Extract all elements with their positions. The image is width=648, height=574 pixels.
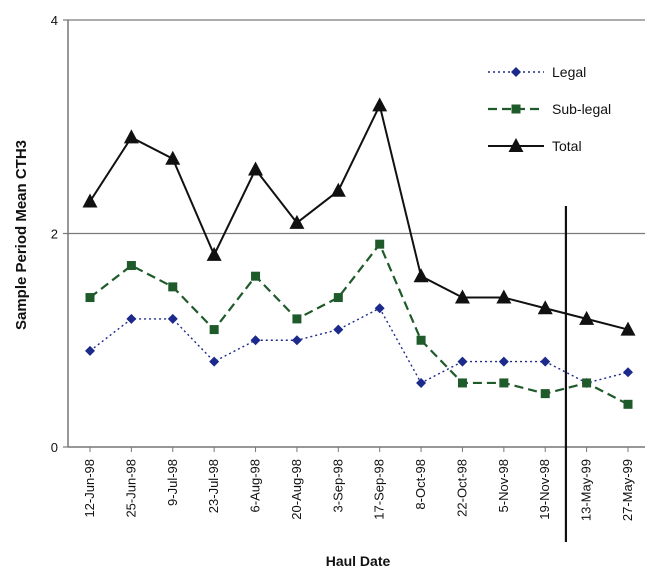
legend-label-sub-legal: Sub-legal — [552, 101, 611, 117]
series-sub-legal-point — [499, 378, 509, 388]
y-tick-label: 0 — [51, 440, 58, 455]
series-total-point — [289, 214, 305, 229]
legend-marker-total — [508, 138, 524, 152]
series-sub-legal-point — [168, 282, 178, 292]
series-sub-legal-point — [85, 293, 95, 303]
series-legal-point — [498, 356, 509, 367]
series-sub-legal-point — [251, 271, 261, 281]
x-tick-label: 12-Jun-98 — [82, 459, 97, 518]
x-tick-labels: 12-Jun-98 25-Jun-98 9-Jul-98 23-Jul-98 6-Aug… — [82, 447, 635, 521]
series-sub-legal-point — [209, 325, 219, 335]
series-legal-point — [540, 356, 551, 367]
series-total — [82, 97, 636, 336]
series-legal-point — [167, 313, 178, 324]
series-sub-legal-point — [540, 389, 550, 399]
legend: Legal Sub-legal Total — [477, 45, 637, 163]
series-total-point — [206, 246, 222, 261]
series-group — [82, 97, 636, 409]
gridlines — [68, 19, 645, 235]
series-sub-legal-point — [623, 399, 633, 409]
series-total-point — [579, 310, 595, 325]
series-legal-point — [250, 335, 261, 346]
series-legal-point — [85, 345, 95, 356]
x-tick-label: 17-Sep-98 — [372, 459, 387, 520]
series-legal-point — [623, 367, 633, 378]
series-sub-legal — [85, 239, 633, 409]
series-sub-legal-point — [126, 261, 136, 271]
legend-label-total: Total — [552, 138, 582, 154]
series-total-point — [372, 97, 388, 112]
x-tick-label: 20-Aug-98 — [289, 459, 304, 520]
series-sub-legal-point — [582, 378, 592, 388]
y-tick-label: 4 — [51, 13, 58, 28]
legend-box — [477, 45, 637, 163]
series-legal-point — [457, 356, 468, 367]
legend-marker-sub-legal — [511, 104, 521, 114]
series-legal-point — [291, 335, 302, 346]
series-legal-point — [333, 324, 344, 335]
y-tick-label: 2 — [51, 227, 58, 242]
x-tick-label: 19-Nov-98 — [537, 459, 552, 520]
series-total-point — [413, 268, 429, 283]
series-total-line — [89, 102, 629, 331]
series-total-point — [537, 300, 553, 315]
x-tick-label: 3-Sep-98 — [330, 459, 345, 512]
series-total-point — [454, 289, 470, 304]
x-tick-label: 23-Jul-98 — [206, 459, 221, 513]
x-axis-title: Haul Date — [326, 553, 391, 569]
series-total-point — [496, 289, 512, 304]
x-tick-label: 5-Nov-98 — [496, 459, 511, 512]
series-sub-legal-point — [416, 335, 426, 345]
legend-marker-legal — [511, 67, 521, 77]
series-total-point — [123, 129, 139, 144]
y-axis-title: Sample Period Mean CTH3 — [13, 140, 30, 330]
series-legal-point — [416, 377, 427, 388]
series-total-point — [330, 182, 346, 197]
x-tick-label: 9-Jul-98 — [165, 459, 180, 506]
series-total-point — [248, 161, 264, 176]
x-tick-label: 25-Jun-98 — [123, 459, 138, 518]
series-legal-point — [374, 303, 385, 314]
legend-label-legal: Legal — [552, 64, 586, 80]
x-tick-label: 8-Oct-98 — [413, 459, 428, 510]
series-sub-legal-point — [333, 293, 343, 303]
series-legal-point — [209, 356, 220, 367]
x-tick-label: 13-May-99 — [579, 459, 594, 521]
series-legal-point — [126, 313, 137, 324]
series-sub-legal-line — [89, 242, 629, 406]
x-tick-label: 27-May-99 — [620, 459, 635, 521]
series-sub-legal-point — [292, 314, 302, 324]
y-tick-labels: 0 2 4 — [51, 13, 68, 455]
series-total-point — [82, 193, 98, 208]
series-legal — [85, 303, 633, 388]
series-total-point — [620, 321, 636, 336]
series-sub-legal-point — [457, 378, 467, 388]
series-total-point — [165, 150, 181, 165]
x-tick-label: 22-Oct-98 — [454, 459, 469, 517]
x-tick-label: 6-Aug-98 — [248, 459, 263, 512]
series-sub-legal-point — [375, 239, 385, 249]
